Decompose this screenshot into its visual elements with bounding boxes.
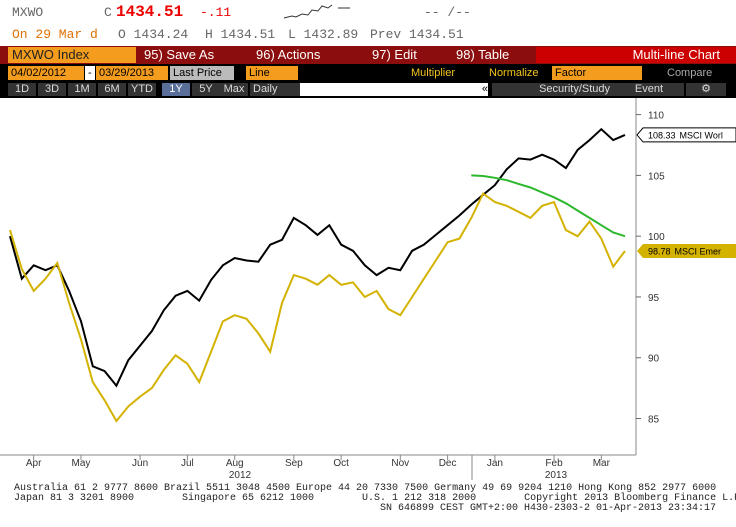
range-button[interactable]: 1M (68, 83, 96, 96)
time: -- /-- (424, 5, 471, 20)
x-tick-label: Sep (285, 458, 303, 469)
ticker: MXWO (12, 5, 44, 20)
change: -.11 (200, 5, 232, 20)
x-tick-label: Aug (226, 458, 244, 469)
range-button[interactable]: 1D (8, 83, 36, 96)
c-label: C (104, 5, 112, 20)
x-tick-label: Dec (439, 458, 457, 469)
last-value-tag (636, 127, 736, 143)
field-select[interactable]: Last Price (170, 66, 234, 80)
low: L 1432.89 (288, 27, 359, 42)
end-date[interactable]: 03/29/2013 (96, 66, 168, 80)
footer-contacts-2: Japan 81 3 3201 8900 Singapore 65 6212 1… (14, 493, 736, 504)
series-line (471, 174, 626, 238)
legend-entry: MSCI Emer (675, 246, 722, 256)
year-label: 2012 (229, 470, 252, 480)
normalize-option[interactable]: Normalize (489, 67, 539, 79)
x-tick-label: Apr (26, 458, 42, 469)
year-label: 2013 (545, 470, 568, 480)
x-tick-label: Jun (132, 458, 148, 469)
style-select[interactable]: Line (246, 66, 298, 80)
footer-session: SN 646899 CEST GMT+2:00 H430-2303-2 01-A… (380, 503, 717, 514)
prev: Prev 1434.51 (370, 27, 464, 42)
last-value: 98.78 (648, 246, 671, 256)
sparkline (283, 4, 350, 19)
x-tick-label: Feb (545, 458, 563, 469)
range-button[interactable]: 5Y (192, 83, 220, 96)
footer-contacts: Australia 61 2 9777 8600 Brazil 5511 304… (14, 483, 717, 494)
open: O 1434.24 (118, 27, 189, 42)
x-tick-label: May (72, 458, 91, 469)
actions-button[interactable]: 96) Actions (252, 47, 370, 63)
settings-gear[interactable]: ⚙ (686, 83, 726, 96)
series-line (9, 127, 626, 388)
x-tick-label: Mar (593, 458, 611, 469)
event-button[interactable]: Event (614, 83, 684, 96)
security-field[interactable]: MXWO Index (8, 47, 136, 63)
range-button[interactable]: YTD (128, 83, 156, 96)
x-tick-label: Oct (333, 458, 349, 469)
period-select[interactable]: Daily (250, 83, 301, 96)
chart: 2012 2013 85 90 95 100 105 110 Apr May Jun Jul Aug… (0, 98, 736, 480)
range-button[interactable]: 6M (98, 83, 126, 96)
y-tick-label: 90 (648, 354, 660, 365)
last-value-label: 108.33 MSCI Worl (648, 130, 723, 140)
plot-background (0, 98, 736, 470)
edit-button[interactable]: 97) Edit (368, 47, 448, 63)
x-tick-label: Jan (487, 458, 503, 469)
collapse-button[interactable]: « (300, 83, 488, 96)
x-tick-label: Jul (181, 458, 194, 469)
mode-title: Multi-line Chart (536, 47, 736, 63)
y-tick-label: 105 (648, 171, 665, 182)
factor-field[interactable]: Factor (552, 66, 642, 80)
table-button[interactable]: 98) Table (452, 47, 532, 63)
series-line (9, 192, 626, 423)
range-button[interactable]: 1Y (162, 83, 190, 96)
study-button[interactable]: Security/Study (492, 83, 618, 96)
last-value-label: 98.78 MSCI Emer (648, 246, 721, 256)
legend-entry: MSCI Worl (680, 130, 723, 140)
range-button[interactable]: 3D (38, 83, 66, 96)
y-tick-label: 85 (648, 415, 660, 426)
y-tick-label: 110 (648, 111, 664, 122)
y-tick-label: 95 (648, 293, 660, 304)
on-date: On 29 Mar d (12, 27, 98, 42)
start-date[interactable]: 04/02/2012 (8, 66, 84, 80)
date-dash: - (85, 66, 95, 80)
last-price: 1434.51 (116, 3, 184, 21)
compare-option[interactable]: Compare (667, 67, 713, 79)
range-button[interactable]: Max (220, 83, 248, 96)
y-tick-label: 100 (648, 232, 665, 243)
multiplier-option[interactable]: Multiplier (411, 67, 456, 79)
high: H 1434.51 (205, 27, 276, 42)
save-button[interactable]: 95) Save As (140, 47, 248, 63)
last-value-tag (637, 243, 736, 258)
x-tick-label: Nov (391, 458, 409, 469)
last-value: 108.33 (648, 130, 676, 140)
